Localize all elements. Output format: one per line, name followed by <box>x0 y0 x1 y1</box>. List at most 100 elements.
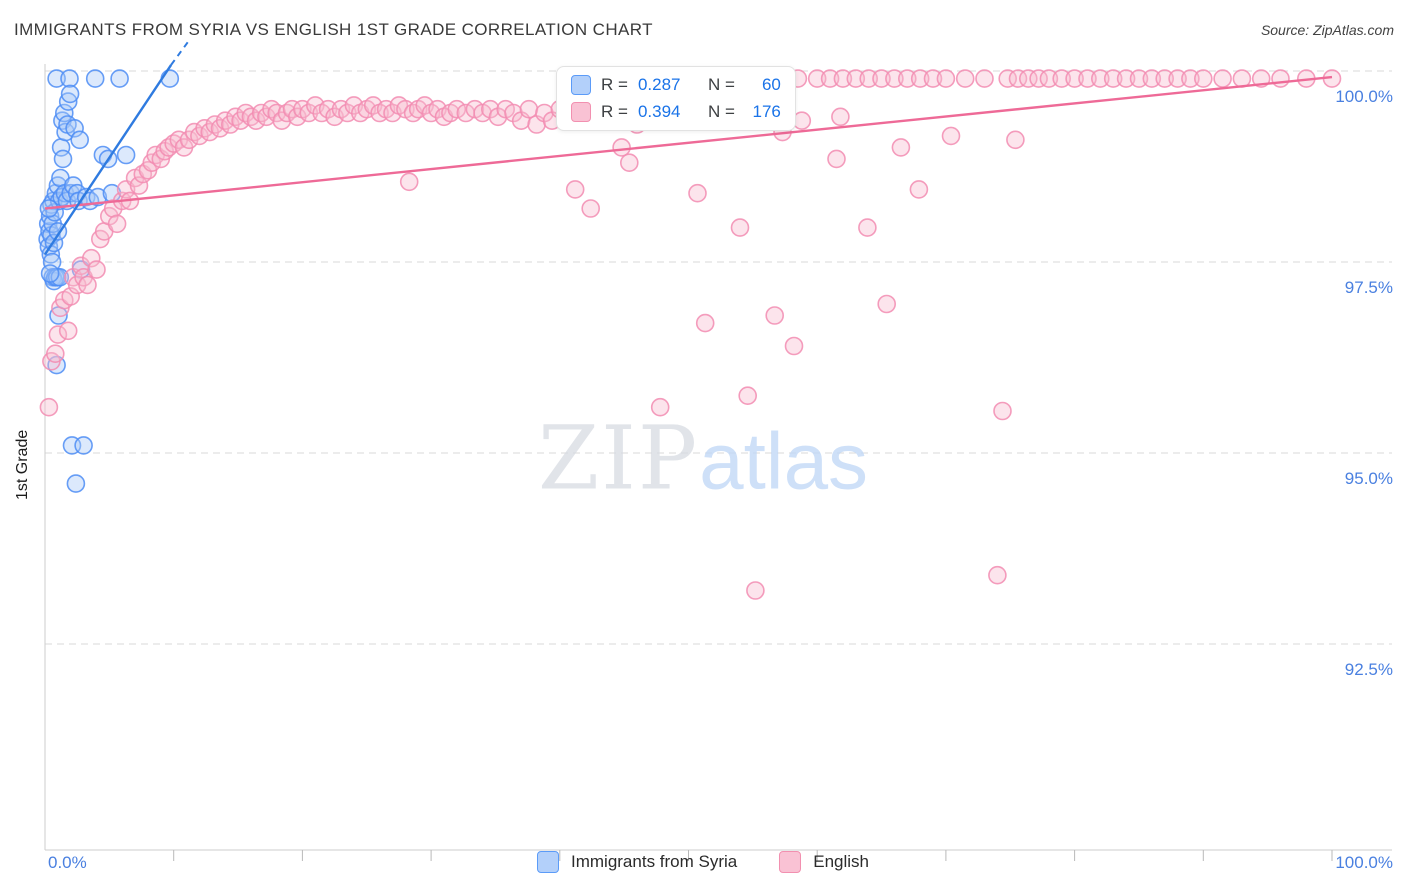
n-label: N = <box>707 75 735 94</box>
data-point-syria <box>116 145 136 165</box>
data-point-english <box>998 69 1018 88</box>
data-point-english <box>1006 130 1025 150</box>
data-point-syria <box>88 187 108 207</box>
syria-legend-swatch-icon <box>536 851 559 873</box>
data-point-syria <box>85 69 105 88</box>
data-point-english <box>87 260 106 279</box>
correlation-stats-legend: R = 0.287 N = 60 R = 0.394 N = 176 <box>556 66 796 131</box>
syria-legend-label: Immigrants from Syria <box>570 852 738 871</box>
source-label: Source: ZipAtlas.com <box>1260 22 1394 38</box>
data-point-english <box>827 149 846 169</box>
immigrants-from-syria-trend-line <box>44 64 173 256</box>
data-point-syria <box>160 69 180 88</box>
data-point-english <box>129 176 149 195</box>
data-point-english <box>897 69 917 88</box>
r-value: 0.394 <box>637 102 681 121</box>
data-point-english <box>1052 69 1071 88</box>
english-swatch-icon <box>571 102 591 122</box>
data-point-english <box>650 397 670 417</box>
data-point-english <box>891 138 911 157</box>
data-point-english <box>765 306 785 325</box>
data-point-english <box>833 69 853 88</box>
english-legend-label: English <box>813 852 870 871</box>
data-point-english <box>993 401 1012 421</box>
data-point-english <box>831 107 850 127</box>
data-point-syria <box>74 436 93 455</box>
data-point-syria <box>47 69 66 88</box>
data-point-english <box>82 248 101 268</box>
data-point-english <box>39 397 59 417</box>
data-point-english <box>885 69 904 88</box>
data-point-english <box>807 69 827 88</box>
data-point-english <box>846 69 866 88</box>
data-point-english <box>859 69 879 88</box>
data-point-english <box>61 287 80 306</box>
data-point-english <box>1029 69 1048 88</box>
stats-row-syria: R = 0.287 N = 60 <box>571 75 781 95</box>
data-point-english <box>1142 69 1162 88</box>
data-point-english <box>730 218 750 237</box>
data-point-english <box>78 275 97 295</box>
data-point-english <box>909 180 929 199</box>
data-point-english <box>858 218 877 237</box>
data-point-english <box>955 69 975 88</box>
data-point-english <box>1078 69 1097 88</box>
n-value: 60 <box>761 75 781 94</box>
data-point-english <box>48 325 68 344</box>
x-axis-max-label: 100.0% <box>1335 853 1393 872</box>
data-point-english <box>565 180 585 199</box>
data-point-syria <box>60 84 80 104</box>
data-point-syria <box>50 267 70 287</box>
data-point-english <box>1116 69 1136 88</box>
data-point-english <box>58 321 78 341</box>
data-point-english <box>923 69 943 88</box>
data-point-english <box>1039 69 1059 88</box>
data-point-syria <box>110 69 129 88</box>
data-point-syria <box>60 69 79 88</box>
data-point-english <box>872 69 891 88</box>
data-point-syria <box>70 130 89 150</box>
data-point-english <box>877 294 897 314</box>
n-value: 176 <box>752 102 781 121</box>
r-value: 0.287 <box>637 75 681 94</box>
data-point-english <box>1103 69 1123 88</box>
data-point-english <box>975 69 994 88</box>
page-title: IMMIGRANTS FROM SYRIA VS ENGLISH 1ST GRA… <box>14 20 653 39</box>
r-label: R = <box>601 75 628 94</box>
data-point-syria <box>66 474 86 493</box>
data-point-syria <box>53 149 73 169</box>
syria-swatch-icon <box>571 75 591 95</box>
data-point-english <box>619 153 639 172</box>
data-point-english <box>820 69 840 88</box>
data-point-english <box>1019 69 1038 88</box>
data-point-english <box>941 126 961 146</box>
n-label: N = <box>707 102 735 121</box>
data-point-english <box>612 138 631 157</box>
data-point-english <box>45 344 65 364</box>
data-point-english <box>738 386 758 406</box>
data-point-english <box>1091 69 1110 88</box>
english-trend-line <box>44 75 1333 210</box>
data-point-english <box>746 581 765 600</box>
trend-line-dashed-extension <box>170 39 190 66</box>
data-point-english <box>936 69 956 88</box>
data-point-english <box>581 199 601 218</box>
x-axis-min-label: 0.0% <box>48 853 87 872</box>
data-point-syria <box>40 264 60 283</box>
data-point-english <box>1065 69 1084 88</box>
data-point-english <box>688 183 707 203</box>
data-point-english <box>1168 69 1187 88</box>
data-point-english <box>1213 69 1232 88</box>
data-point-english <box>399 172 419 192</box>
data-point-english <box>447 99 467 119</box>
stats-row-english: R = 0.394 N = 176 <box>571 102 781 122</box>
series-legend: Immigrants from Syria English <box>536 851 870 873</box>
data-point-english <box>1181 69 1200 88</box>
data-point-syria <box>65 119 84 138</box>
data-point-english <box>1008 69 1028 88</box>
data-point-english <box>1129 69 1149 88</box>
data-point-english <box>1271 69 1290 88</box>
data-point-english <box>519 99 539 119</box>
data-point-english <box>107 214 127 234</box>
